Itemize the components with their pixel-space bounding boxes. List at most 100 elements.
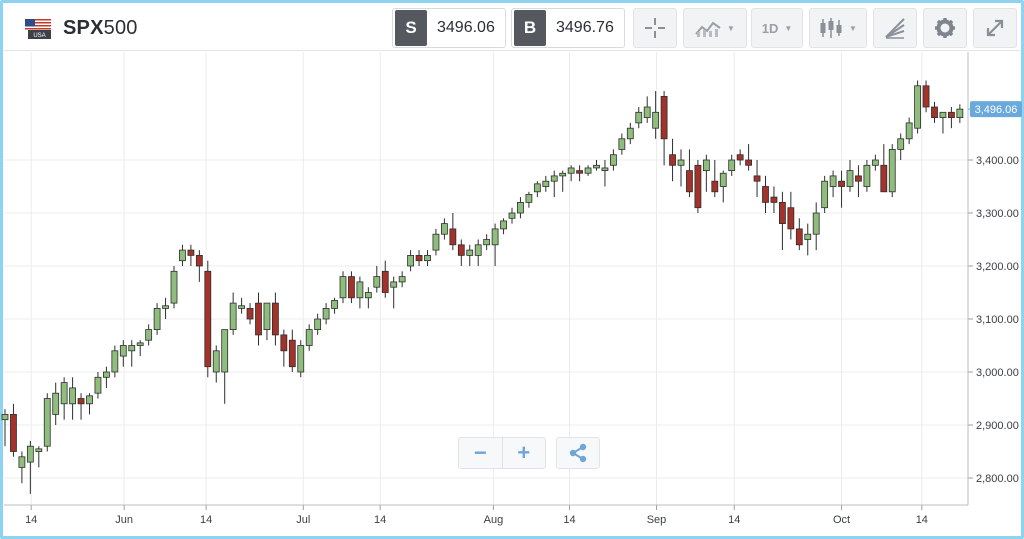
candle — [550, 170, 558, 198]
indicators-button[interactable]: ▼ — [683, 8, 747, 48]
candle-body-down — [948, 111, 955, 119]
candle — [812, 202, 820, 251]
zoom-controls: − + — [458, 437, 546, 469]
candle-body-up — [390, 281, 398, 288]
candle — [297, 340, 305, 378]
crosshair-button[interactable] — [633, 8, 677, 48]
candle-body-up — [398, 276, 406, 283]
drawing-tool-icon — [885, 18, 905, 39]
candle — [373, 266, 381, 293]
candle-body-up — [517, 201, 524, 214]
candle-body-up — [466, 249, 474, 256]
candle-body-down — [770, 196, 778, 203]
sell-button[interactable]: S 3496.06 — [392, 8, 506, 48]
candle — [863, 160, 871, 192]
candle — [711, 160, 719, 198]
share-button[interactable] — [556, 437, 600, 469]
price-tag-bg — [970, 101, 1022, 118]
candle-body-up — [356, 281, 364, 299]
candle-body-up — [43, 398, 51, 447]
candle — [1, 409, 9, 447]
candle-body-up — [179, 249, 186, 262]
candle — [897, 133, 905, 160]
candle-body-up — [626, 127, 634, 140]
candle — [660, 91, 668, 166]
fullscreen-button[interactable] — [973, 8, 1017, 48]
settings-button[interactable] — [923, 8, 967, 48]
candle — [356, 276, 364, 309]
candle-body-down — [795, 228, 803, 246]
candle — [779, 191, 786, 251]
candle — [280, 329, 288, 367]
candle — [212, 345, 220, 383]
share-icon — [569, 443, 587, 463]
candle — [364, 287, 372, 309]
candle — [745, 144, 752, 171]
candle-body-up — [905, 122, 913, 140]
buy-price: 3496.76 — [556, 19, 614, 36]
zoom-in-button[interactable]: + — [503, 438, 546, 468]
y-tick-label: 3,400.00 — [976, 155, 1019, 167]
candle — [753, 160, 761, 198]
us-flag-icon: USA — [25, 19, 51, 39]
candle-body-up — [94, 376, 102, 394]
y-tick-label: 3,000.00 — [976, 367, 1019, 379]
candle — [880, 144, 888, 193]
candle — [407, 250, 415, 272]
candle-body-up — [635, 111, 643, 124]
candle-body-up — [136, 342, 144, 346]
candle — [601, 160, 609, 187]
candle-body-up — [86, 395, 93, 405]
candle-body-up — [432, 233, 440, 251]
candle — [795, 218, 803, 251]
candle-body-up — [1, 413, 9, 421]
buy-button[interactable]: B 3496.76 — [511, 8, 625, 48]
zoom-out-button[interactable]: − — [459, 438, 503, 468]
candle-body-up — [229, 302, 237, 331]
candle — [111, 345, 119, 378]
candle-body-up — [103, 371, 110, 378]
candle-body-up — [728, 159, 736, 171]
candle-body-up — [52, 392, 60, 415]
x-tick-label: Jul — [296, 514, 310, 526]
candle-body-up — [525, 194, 533, 203]
sell-price: 3496.06 — [437, 19, 495, 36]
x-tick-label: Oct — [833, 514, 850, 526]
candle — [432, 228, 440, 256]
candle — [525, 191, 533, 208]
candle — [466, 244, 474, 266]
flag-text: USA — [33, 33, 45, 39]
candle — [179, 244, 186, 266]
candle-body-up — [263, 302, 271, 331]
candle-body-up — [593, 164, 600, 169]
timeframe-label: 1D — [761, 20, 779, 36]
candle-style-button[interactable]: ▼ — [809, 8, 867, 48]
candle-body-up — [322, 307, 330, 320]
candle-body-up — [111, 350, 119, 373]
candle-body-up — [162, 305, 169, 309]
candle-body-down — [880, 164, 888, 193]
candle-body-down — [686, 170, 693, 193]
candle-body-up — [508, 212, 516, 219]
minus-icon: − — [473, 440, 487, 465]
candle-body-up — [542, 180, 550, 187]
candle — [187, 244, 195, 266]
drawing-tools-button[interactable] — [873, 8, 917, 48]
candle — [153, 303, 161, 335]
candle — [626, 122, 634, 145]
candle — [517, 197, 524, 219]
candle-body-down — [931, 106, 938, 118]
candle-body-down — [838, 180, 845, 187]
candle-body-up — [145, 329, 153, 341]
chart-toolbar: USA SPX500 S 3496.06 B 3496.76 ▼ 1D ▼ — [3, 3, 1021, 51]
candle-body-up — [643, 106, 651, 118]
candle-body-up — [483, 239, 491, 246]
timeframe-dropdown[interactable]: 1D ▼ — [751, 8, 803, 48]
candle-body-up — [610, 154, 617, 166]
candle-body-up — [212, 350, 220, 373]
candle — [652, 91, 660, 139]
candle-body-down — [204, 270, 212, 368]
candle — [635, 107, 643, 129]
